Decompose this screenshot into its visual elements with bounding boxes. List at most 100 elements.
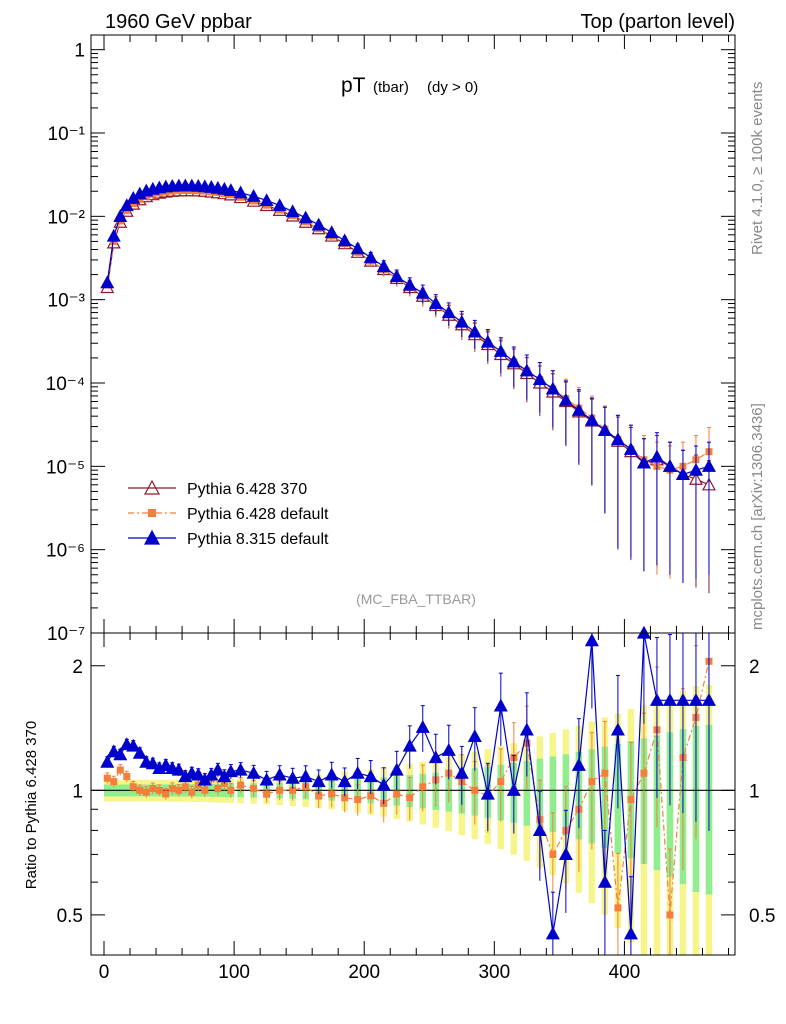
ratio-series-1-point [467, 729, 482, 742]
ratio-series-1-point [259, 772, 274, 786]
x-tick-label: 100 [218, 962, 250, 983]
ratio-y-axis-label: Ratio to Pythia 6.428 370 [23, 721, 40, 889]
ratio-series-1-point [298, 769, 313, 783]
ratio-series-0-point [168, 785, 176, 793]
ratio-series-1-point [623, 926, 638, 940]
ratio-series-1-point [126, 738, 141, 752]
ratio-series-0-point [393, 790, 401, 798]
rivet-version-text: Rivet 4.1.0, ≥ 100k events [749, 82, 766, 255]
main-series-2-point [623, 442, 638, 455]
uncertainty-bands [104, 684, 713, 955]
ratio-series-1-point [145, 756, 160, 770]
main-series-2-point [584, 412, 599, 426]
ratio-series-1-point [688, 693, 703, 706]
ratio-y-tick-label-right: 0.5 [749, 906, 775, 927]
ratio-series-0-point [666, 911, 674, 919]
ratio-series-1-point [191, 767, 206, 781]
ratio-series-0-point [289, 786, 297, 794]
ratio-series-0-point [497, 778, 505, 786]
main-series-2-point [311, 217, 326, 231]
ratio-y-tick-label: 1 [72, 781, 83, 802]
main-series-2-point [223, 183, 238, 196]
main-series-2-point [106, 228, 121, 242]
ratio-series-1-point [171, 762, 186, 776]
ratio-series-0-point [116, 766, 124, 774]
main-series-2-point [233, 185, 248, 199]
main-series-1-line [106, 189, 710, 471]
ratio-series-1-point [223, 764, 238, 778]
main-series-2-point [389, 269, 404, 283]
main-series-2-point [119, 198, 134, 212]
ratio-series-1-point [480, 786, 495, 800]
ratio-series-0-point [149, 785, 157, 793]
ratio-series-layer [91, 625, 735, 955]
ratio-series-0-point [315, 792, 323, 800]
ratio-series-1-point [272, 767, 287, 781]
ratio-y-tick-label-right: 2 [749, 657, 760, 678]
x-tick-label: 200 [348, 962, 380, 983]
main-y-tick-label: 10⁻² [48, 207, 86, 228]
main-series-2-line [106, 185, 710, 476]
main-series-2-point [649, 449, 664, 463]
x-tick-label: 400 [609, 962, 641, 983]
ratio-series-1-point [584, 633, 599, 647]
main-series-2-point [571, 403, 586, 416]
ratio-series-1-point [454, 765, 469, 779]
main-series-2-point [688, 462, 703, 476]
main-series-2-point [545, 381, 560, 395]
main-y-tick-label: 1 [74, 41, 85, 62]
ratio-series-0-point [129, 783, 137, 791]
legend-marker-pythia8-default [143, 529, 161, 545]
main-series-2-point [337, 233, 352, 247]
ratio-series-1-point [389, 762, 404, 776]
main-y-tick-label: 10⁻⁴ [46, 374, 85, 395]
main-y-tick-label: 10⁻⁷ [47, 624, 85, 645]
main-series-2-point [376, 259, 391, 273]
main-series-2-point [480, 334, 495, 348]
legend-label-pythia6-370: Pythia 6.428 370 [187, 481, 307, 498]
legend-entry-pythia6-370: Pythia 6.428 370 [128, 479, 307, 498]
ratio-series-0-point [181, 783, 189, 791]
main-series-2-point [363, 250, 378, 264]
ratio-series-0-point [640, 769, 648, 777]
ratio-series-1-point [558, 847, 573, 861]
ratio-series-0-point [162, 790, 170, 798]
ratio-series-0-point [354, 796, 362, 804]
legend-label-pythia8-default: Pythia 8.315 default [187, 531, 329, 548]
ratio-series-1-point [506, 783, 521, 796]
ratio-series-0-point [601, 769, 609, 777]
ratio-series-0-point [136, 786, 144, 794]
main-y-tick-label: 10⁻⁵ [46, 457, 85, 478]
ratio-series-1-point [113, 747, 128, 761]
main-series-2-point [350, 241, 365, 255]
ratio-series-1-point [233, 762, 248, 776]
main-series-2-point [701, 459, 716, 472]
ratio-series-1-point [597, 874, 612, 888]
main-series-2-point [532, 372, 547, 386]
main-series-2-point [597, 423, 612, 436]
ratio-series-1-point [311, 774, 326, 788]
ratio-series-0-point [367, 792, 375, 800]
ratio-series-1-point [337, 774, 352, 788]
ratio-series-1-point [363, 769, 378, 783]
ratio-series-0-point [227, 786, 235, 794]
ratio-series-0-point [123, 773, 131, 781]
x-tick-label: 0 [99, 962, 110, 983]
ratio-series-1-point [376, 777, 391, 791]
main-series-2-point [636, 455, 651, 469]
ratio-series-1-point [441, 742, 456, 756]
main-series-2-point [675, 467, 690, 481]
ratio-series-1-point [610, 722, 625, 736]
band-green-bin [549, 756, 557, 833]
main-series-2-point [324, 225, 339, 239]
ratio-series-1-point [285, 770, 300, 784]
main-series-2-point [467, 324, 482, 338]
ratio-series-1-point [519, 722, 534, 736]
main-series-2-point [662, 459, 677, 472]
plot-title-sub1: (tbar) [373, 79, 409, 96]
ratio-series-0-point [263, 790, 271, 798]
ratio-series-0-point [201, 786, 209, 794]
analysis-watermark: (MC_FBA_TTBAR) [356, 591, 476, 607]
header-left: 1960 GeV ppbar [105, 11, 252, 33]
